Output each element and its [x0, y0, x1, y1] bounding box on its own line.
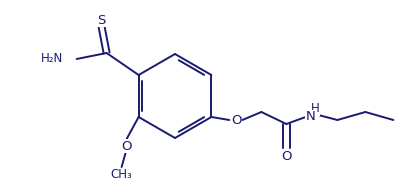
Text: H: H	[310, 103, 319, 116]
Text: N: N	[305, 111, 314, 123]
Text: CH₃: CH₃	[111, 169, 132, 181]
Text: S: S	[97, 13, 106, 26]
Text: O: O	[230, 113, 241, 127]
Text: H₂N: H₂N	[40, 52, 62, 65]
Text: O: O	[121, 140, 132, 152]
Text: O: O	[280, 150, 291, 162]
